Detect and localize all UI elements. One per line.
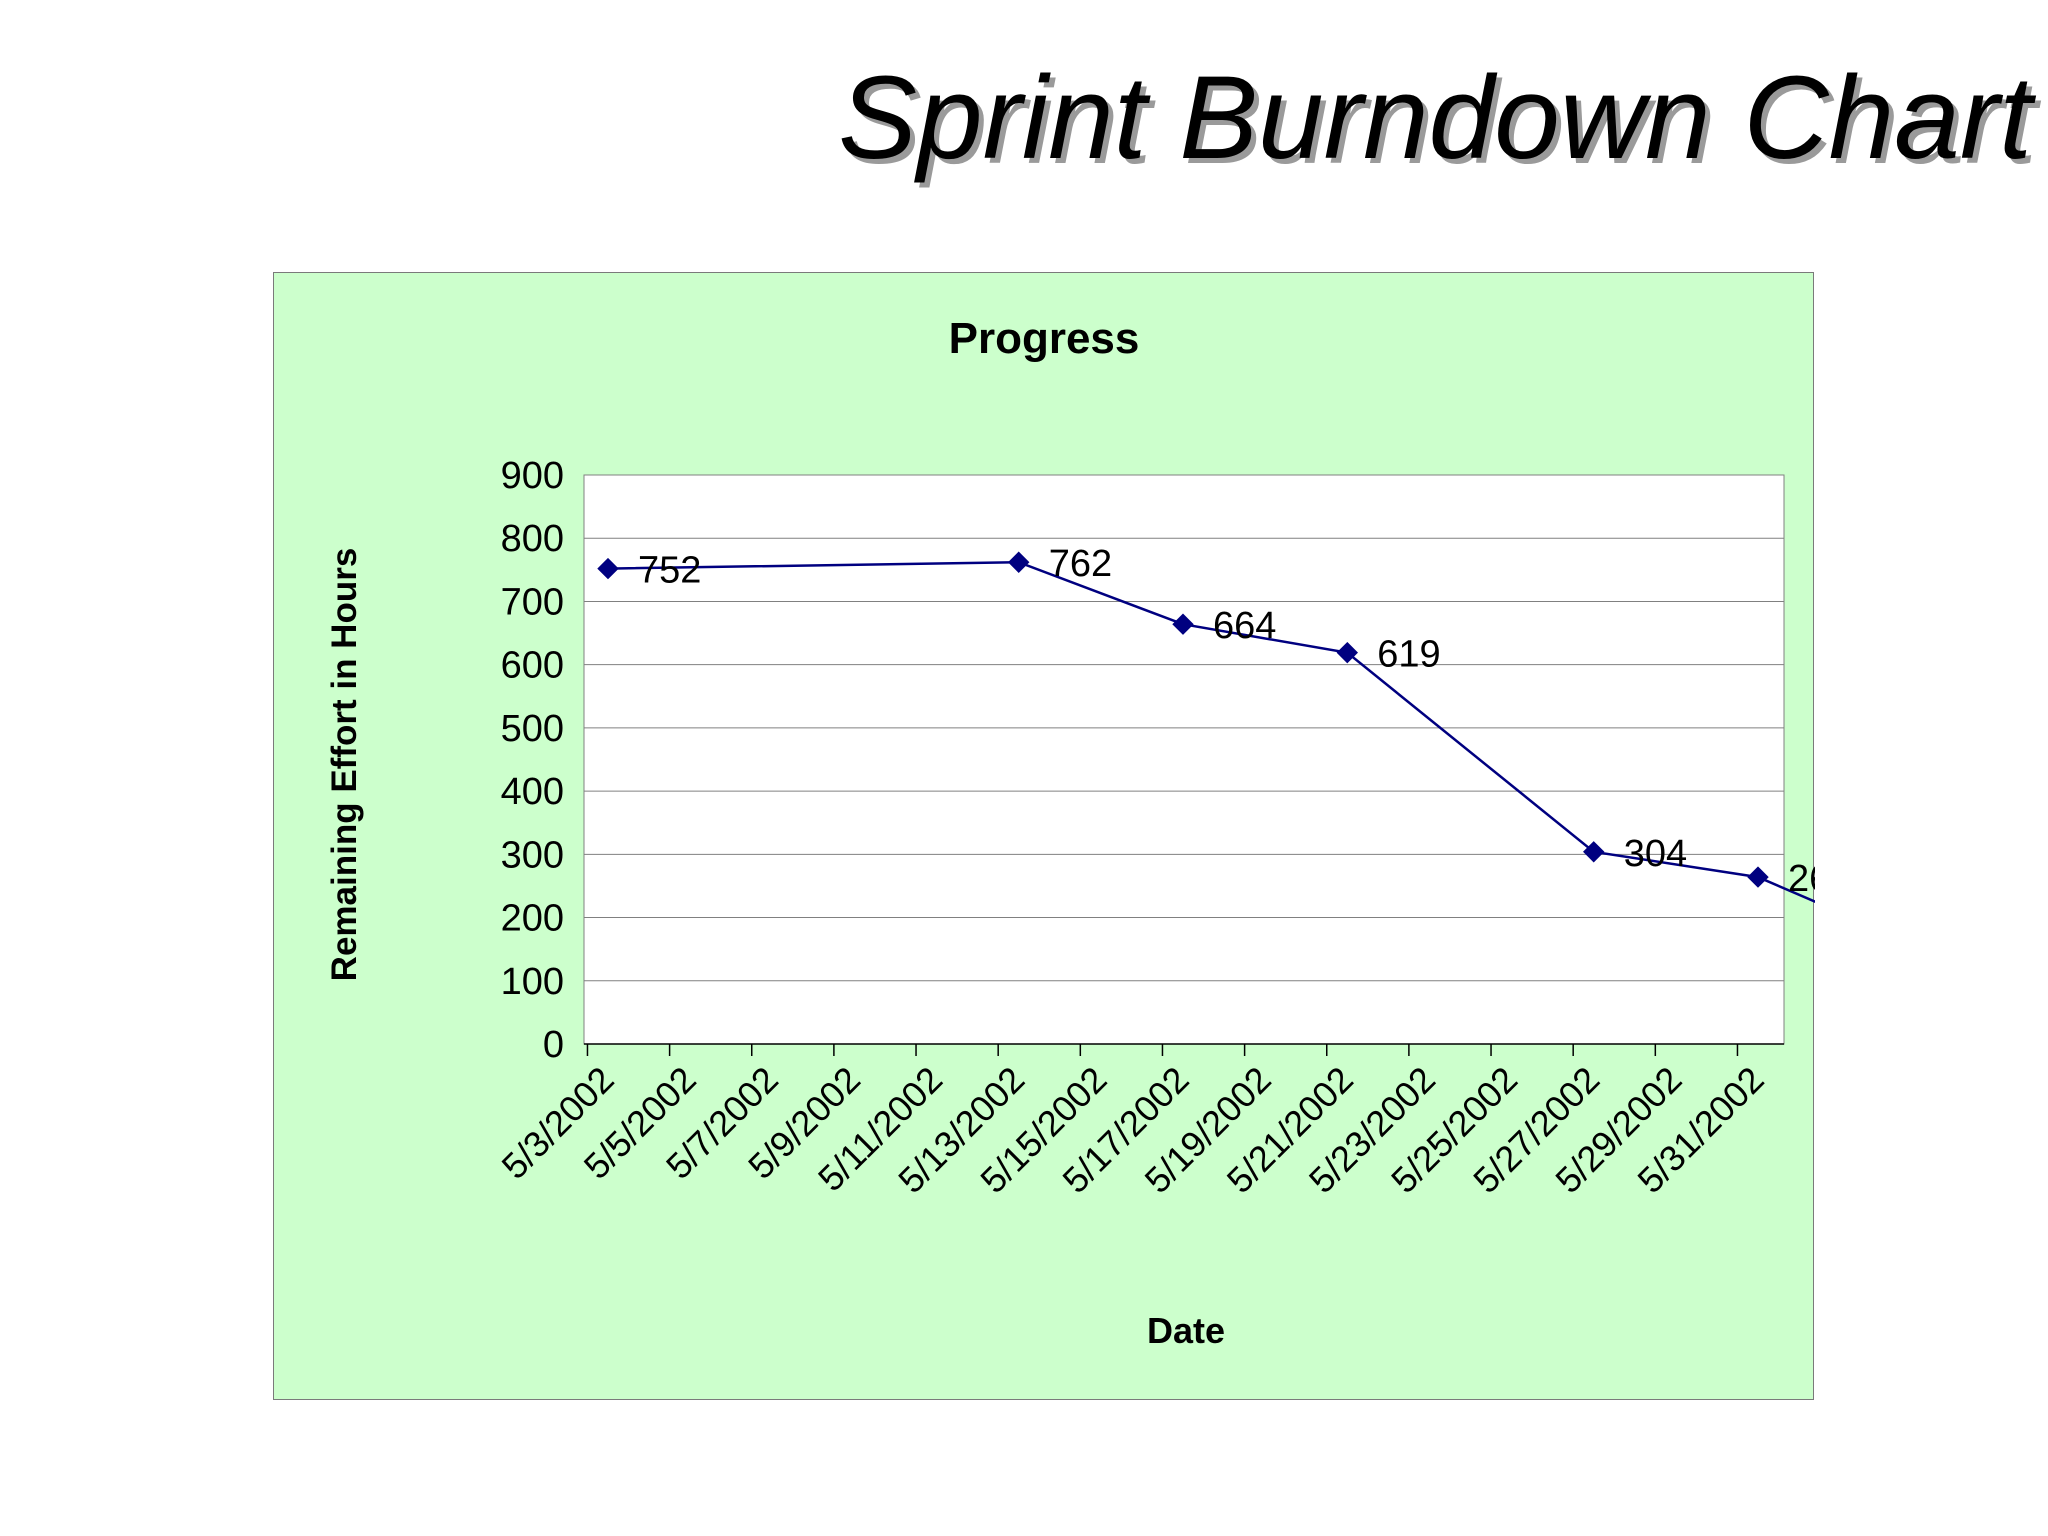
slide-title: Sprint Burndown Chart <box>838 52 2032 184</box>
data-point-marker <box>597 557 619 580</box>
data-point-marker <box>1583 841 1605 863</box>
y-tick-label: 0 <box>543 1024 564 1066</box>
x-axis-title: Date <box>1147 1310 1225 1351</box>
plot-area <box>583 474 1785 1045</box>
data-point-marker <box>1747 866 1769 888</box>
data-point-marker <box>1172 613 1194 635</box>
chart-title: Progress <box>949 314 1140 363</box>
y-tick-label: 200 <box>501 898 564 940</box>
y-tick-label: 300 <box>501 834 564 876</box>
data-label: 664 <box>1213 605 1276 647</box>
y-tick-label: 400 <box>501 771 564 813</box>
y-tick-label: 100 <box>501 961 564 1003</box>
chart-panel: 0 100 200 300 400 500 600 700 800 900 5/3/2002 5/5/… <box>273 272 1815 1400</box>
y-tick-label: 900 <box>501 455 564 497</box>
y-axis-title: Remaining Effort in Hours <box>325 548 364 982</box>
y-tick-label: 800 <box>501 518 564 560</box>
data-label: 762 <box>1049 543 1112 585</box>
data-label: 619 <box>1377 634 1440 676</box>
data-point-marker <box>1336 641 1358 664</box>
data-point-marker <box>1008 551 1030 573</box>
data-label: 752 <box>638 550 701 592</box>
y-tick-label: 700 <box>501 581 564 623</box>
y-tick-label: 600 <box>501 645 564 687</box>
data-label: 304 <box>1624 833 1687 875</box>
data-label: 264 <box>1788 858 1815 900</box>
y-tick-label: 500 <box>501 708 564 750</box>
burndown-chart: 01002003004005006007008009005/3/20025/5/… <box>325 314 1815 1351</box>
